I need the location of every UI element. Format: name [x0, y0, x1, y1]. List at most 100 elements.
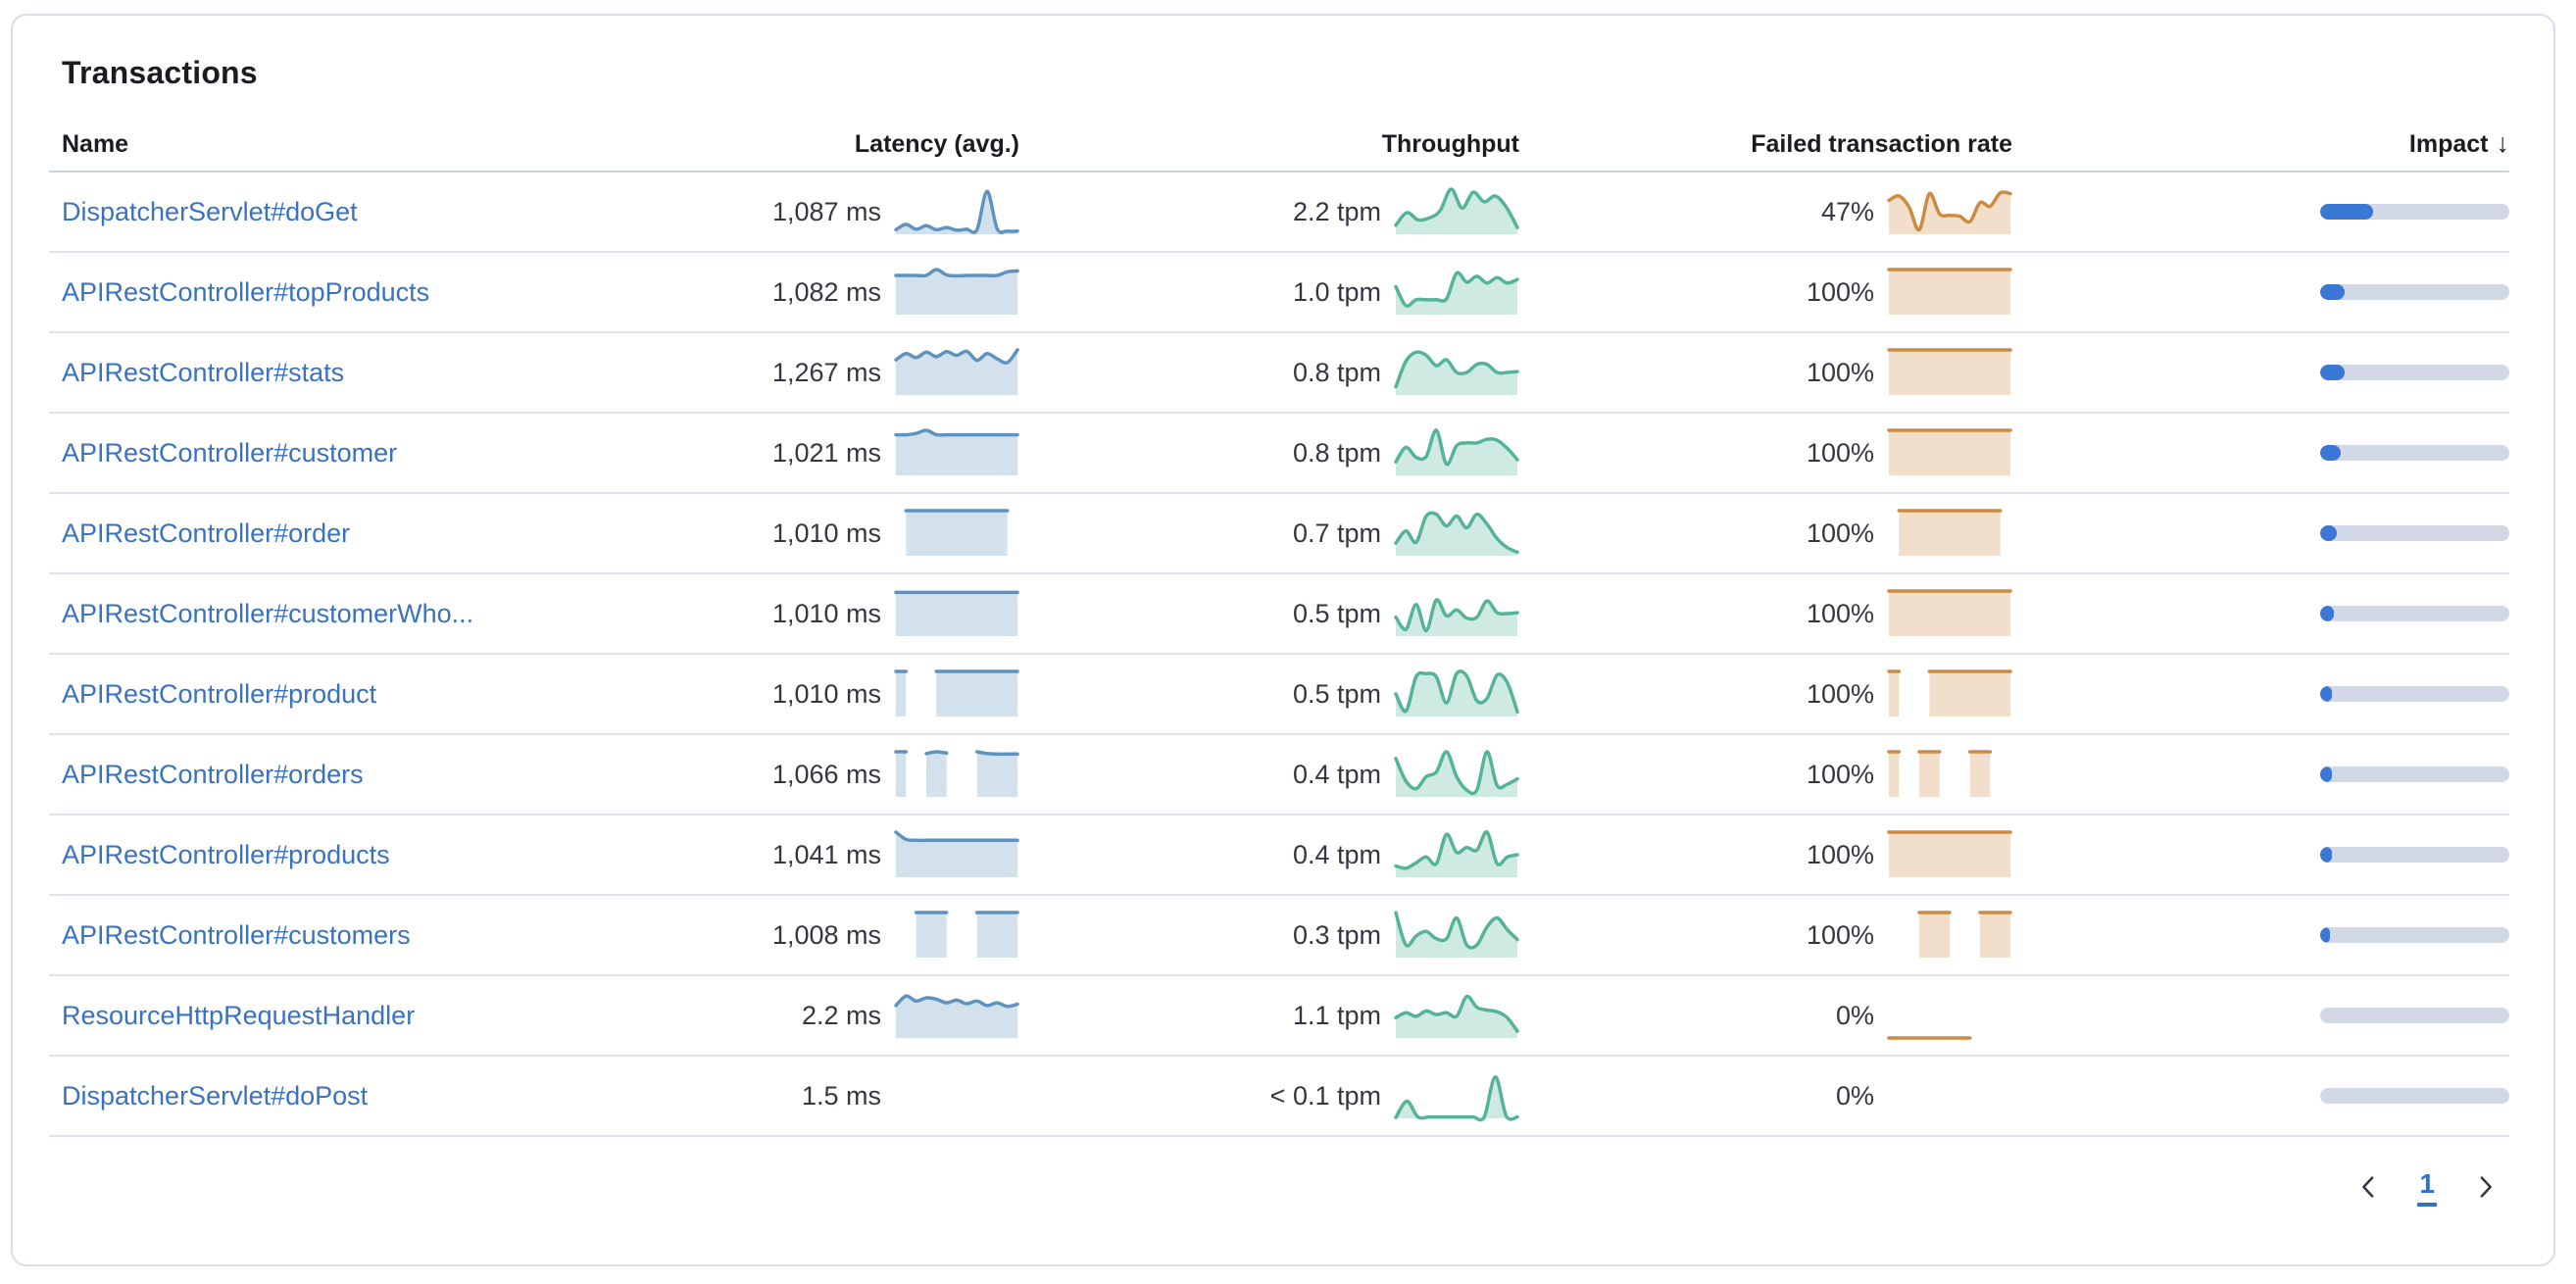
panel-title: Transactions — [62, 55, 258, 90]
failed-rate-cell: 100% — [1519, 667, 2012, 720]
transaction-link[interactable]: DispatcherServlet#doGet — [62, 196, 358, 226]
latency-sparkline — [894, 1069, 1019, 1122]
latency-value: 1,008 ms — [771, 919, 881, 950]
failed-rate-sparkline — [1887, 348, 2012, 395]
latency-sparkline — [894, 189, 1019, 234]
impact-cell — [2012, 1088, 2509, 1104]
failed-rate-sparkline — [1917, 911, 2012, 958]
failed-rate-cell: 100% — [1519, 346, 2012, 399]
latency-cell: 2.2 ms — [676, 989, 1019, 1042]
throughput-value: 0.8 tpm — [1292, 437, 1381, 468]
failed-rate-sparkline — [1897, 509, 2003, 556]
column-header-throughput[interactable]: Throughput — [1381, 129, 1519, 158]
prev-page-button[interactable] — [2347, 1164, 2392, 1210]
failed-rate-sparkline — [1887, 750, 1993, 797]
failed-rate-sparkline — [1887, 830, 2012, 877]
pagination: 1 — [49, 1164, 2509, 1210]
failed-rate-cell: 100% — [1519, 828, 2012, 881]
throughput-value: 2.2 tpm — [1292, 196, 1381, 226]
transactions-panel: Transactions Name Latency (avg.) Through… — [11, 14, 2555, 1266]
failed-rate-value: 100% — [1806, 678, 1874, 709]
latency-value: 1,010 ms — [771, 598, 881, 628]
transaction-link[interactable]: DispatcherServlet#doPost — [62, 1080, 369, 1111]
throughput-value: 0.5 tpm — [1292, 598, 1381, 628]
failed-rate-cell: 0% — [1519, 989, 2012, 1042]
chevron-right-icon — [2480, 1176, 2492, 1198]
transaction-link[interactable]: APIRestController#order — [62, 518, 351, 548]
failed-rate-value: 100% — [1806, 437, 1874, 468]
throughput-value: < 0.1 tpm — [1269, 1080, 1381, 1111]
impact-bar-fill — [2320, 606, 2334, 621]
impact-bar-fill — [2320, 927, 2330, 943]
latency-sparkline — [894, 830, 1019, 877]
latency-sparkline — [894, 669, 1019, 716]
throughput-sparkline — [1394, 187, 1519, 234]
transaction-link[interactable]: ResourceHttpRequestHandler — [62, 1000, 416, 1030]
failed-rate-value: 100% — [1806, 598, 1874, 628]
column-header-failed-rate[interactable]: Failed transaction rate — [1751, 129, 2012, 158]
latency-cell: 1,010 ms — [676, 507, 1019, 560]
latency-cell: 1,087 ms — [676, 185, 1019, 238]
impact-cell — [2012, 927, 2509, 943]
impact-cell — [2012, 766, 2509, 782]
transaction-link[interactable]: APIRestController#customers — [62, 919, 411, 950]
table-row: DispatcherServlet#doGet 1,087 ms 2.2 tpm… — [49, 173, 2509, 253]
failed-rate-cell: 0% — [1519, 1069, 2012, 1122]
latency-value: 1.5 ms — [801, 1080, 881, 1111]
failed-rate-value: 47% — [1820, 196, 1874, 226]
impact-bar — [2320, 1088, 2509, 1104]
latency-cell: 1,267 ms — [676, 346, 1019, 399]
latency-cell: 1,041 ms — [676, 828, 1019, 881]
failed-rate-sparkline — [1887, 1036, 1972, 1040]
latency-sparkline — [894, 994, 1019, 1038]
table-row: APIRestController#customer 1,021 ms 0.8 … — [49, 414, 2509, 494]
latency-cell: 1,010 ms — [676, 587, 1019, 640]
failed-rate-cell: 100% — [1519, 587, 2012, 640]
transaction-link[interactable]: APIRestController#customerWho... — [62, 598, 474, 628]
latency-value: 1,066 ms — [771, 759, 881, 789]
impact-bar-fill — [2320, 204, 2374, 220]
throughput-sparkline — [1394, 428, 1519, 475]
latency-sparkline — [914, 911, 1019, 958]
table-row: APIRestController#order 1,010 ms 0.7 tpm… — [49, 494, 2509, 574]
latency-cell: 1.5 ms — [676, 1069, 1019, 1122]
throughput-cell: 2.2 tpm — [1019, 185, 1519, 238]
impact-bar — [2320, 445, 2509, 461]
column-header-name: Name — [62, 129, 129, 158]
failed-rate-cell: 100% — [1519, 507, 2012, 560]
latency-cell: 1,008 ms — [676, 909, 1019, 962]
impact-bar-fill — [2320, 445, 2342, 461]
transaction-link[interactable]: APIRestController#products — [62, 839, 390, 869]
column-header-impact-label: Impact — [2408, 129, 2489, 158]
column-header-impact[interactable]: Impact ↓ — [2012, 128, 2509, 160]
failed-rate-value: 100% — [1806, 759, 1874, 789]
throughput-cell: 0.4 tpm — [1019, 828, 1519, 881]
column-header-latency[interactable]: Latency (avg.) — [854, 129, 1019, 158]
transaction-link[interactable]: APIRestController#orders — [62, 759, 364, 789]
impact-bar-fill — [2320, 365, 2346, 380]
impact-bar — [2320, 686, 2509, 702]
impact-bar-fill — [2320, 284, 2346, 300]
chevron-left-icon — [2362, 1176, 2374, 1198]
throughput-cell: 0.5 tpm — [1019, 587, 1519, 640]
latency-value: 1,010 ms — [771, 518, 881, 548]
throughput-value: 0.7 tpm — [1292, 518, 1381, 548]
transaction-link[interactable]: APIRestController#product — [62, 678, 377, 709]
transaction-link[interactable]: APIRestController#customer — [62, 437, 398, 468]
throughput-sparkline — [1394, 271, 1519, 315]
latency-cell: 1,082 ms — [676, 266, 1019, 319]
next-page-button[interactable] — [2462, 1164, 2507, 1210]
throughput-cell: < 0.1 tpm — [1019, 1069, 1519, 1122]
page-1-button[interactable]: 1 — [2417, 1167, 2437, 1207]
transaction-link[interactable]: APIRestController#stats — [62, 357, 345, 387]
throughput-sparkline — [1394, 994, 1519, 1038]
impact-bar — [2320, 766, 2509, 782]
latency-cell: 1,021 ms — [676, 426, 1019, 479]
impact-bar — [2320, 606, 2509, 621]
table-row: APIRestController#product 1,010 ms 0.5 t… — [49, 655, 2509, 735]
impact-cell — [2012, 1008, 2509, 1023]
latency-sparkline — [894, 268, 1019, 315]
latency-value: 2.2 ms — [801, 1000, 881, 1030]
failed-rate-sparkline — [1887, 589, 2012, 636]
transaction-link[interactable]: APIRestController#topProducts — [62, 276, 430, 307]
